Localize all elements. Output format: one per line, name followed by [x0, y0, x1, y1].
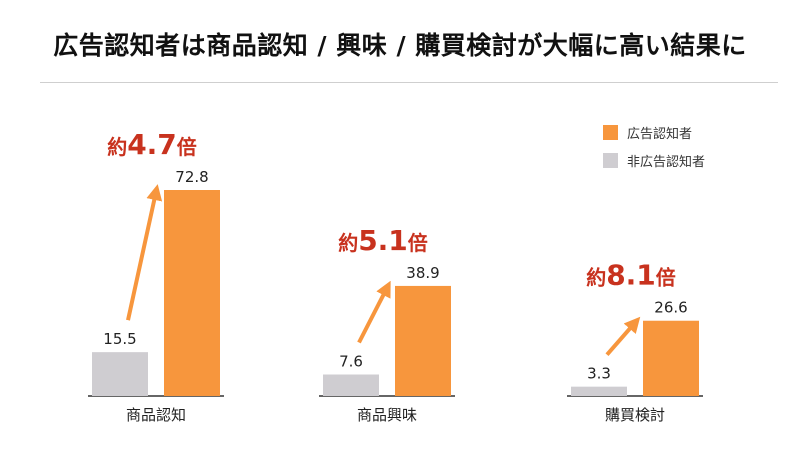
legend-label-non-ad-aware: 非広告認知者 [627, 154, 706, 170]
legend-item-ad-aware: 広告認知者 [603, 118, 705, 146]
data-label-ad-aware: 72.8 [175, 168, 208, 186]
data-label-non-ad-aware: 7.6 [339, 352, 363, 370]
multiplier-prefix: 約 [338, 231, 358, 255]
multiplier-number: 5.1 [358, 224, 408, 257]
title-divider [40, 82, 778, 83]
bar-ad-aware [395, 285, 451, 396]
bar-non-ad-aware [92, 352, 148, 396]
category-label: 商品興味 [357, 406, 417, 424]
multiplier-annotation: 約8.1倍 [586, 259, 676, 292]
multiplier-prefix: 約 [107, 135, 127, 159]
bar-non-ad-aware [571, 386, 627, 396]
growth-arrow [605, 316, 641, 356]
category-label: 商品認知 [126, 406, 186, 424]
data-label-non-ad-aware: 15.5 [103, 330, 136, 348]
legend-label-ad-aware: 広告認知者 [627, 126, 693, 142]
multiplier-suffix: 倍 [408, 231, 428, 255]
multiplier-prefix: 約 [586, 266, 606, 290]
multiplier-annotation: 約4.7倍 [107, 128, 197, 161]
legend-item-non-ad-aware: 非広告認知者 [603, 146, 705, 174]
data-label-ad-aware: 26.6 [654, 299, 687, 317]
data-label-ad-aware: 38.9 [406, 264, 439, 282]
multiplier-suffix: 倍 [656, 266, 676, 290]
legend-swatch-ad-aware [603, 124, 618, 140]
bar-ad-aware [643, 320, 699, 396]
multiplier-annotation: 約5.1倍 [338, 224, 428, 257]
category-label: 購買検討 [605, 406, 665, 424]
chart-title: 広告認知者は商品認知 / 興味 / 購買検討が大幅に高い結果に [53, 31, 747, 60]
growth-arrow [126, 184, 163, 321]
bar-ad-aware [164, 190, 220, 396]
bar-non-ad-aware [323, 374, 379, 396]
data-label-non-ad-aware: 3.3 [587, 365, 611, 383]
legend-swatch-non-ad-aware [603, 152, 618, 168]
legend: 広告認知者 非広告認知者 [603, 118, 705, 174]
multiplier-suffix: 倍 [177, 135, 197, 159]
growth-arrow [357, 280, 391, 344]
multiplier-number: 4.7 [127, 128, 177, 161]
multiplier-number: 8.1 [606, 259, 656, 292]
